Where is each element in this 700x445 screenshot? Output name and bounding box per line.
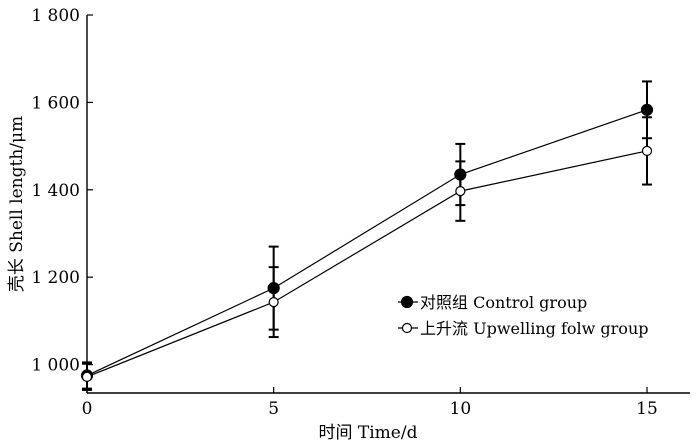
data-point bbox=[268, 297, 279, 308]
series-line bbox=[86, 109, 648, 377]
y-tick-label: 1 600 bbox=[31, 93, 80, 113]
series-1 bbox=[80, 80, 654, 390]
legend-marker bbox=[400, 295, 414, 309]
axes bbox=[86, 15, 690, 394]
legend-label: 上升流 Upwelling folw group bbox=[420, 319, 649, 338]
x-tick-label: 10 bbox=[450, 399, 472, 419]
data-point bbox=[641, 145, 653, 157]
y-tick-label: 1 800 bbox=[31, 6, 80, 26]
y-tick-label: 1 200 bbox=[31, 268, 80, 288]
x-tick-label: 5 bbox=[268, 399, 279, 419]
x-tick-label: 0 bbox=[82, 399, 93, 419]
data-point bbox=[640, 103, 654, 116]
y-ticks: 1 000 1 200 1 400 1 600 1 800 bbox=[31, 6, 93, 376]
series-line bbox=[86, 150, 648, 378]
x-tick-label: 15 bbox=[636, 399, 658, 419]
y-axis-title: 壳长 Shell length/μm bbox=[7, 116, 27, 292]
y-tick-label: 1 000 bbox=[31, 356, 80, 376]
legend-label: 对照组 Control group bbox=[420, 293, 587, 312]
legend-marker bbox=[401, 322, 413, 334]
y-tick-label: 1 400 bbox=[31, 181, 80, 201]
data-point bbox=[455, 186, 466, 197]
series-2 bbox=[81, 116, 653, 391]
x-axis-title: 时间 Time/d bbox=[319, 423, 418, 443]
legend: 对照组 Control group 上升流 Upwelling folw grou… bbox=[398, 293, 649, 338]
data-point bbox=[81, 371, 93, 382]
series-group bbox=[80, 80, 654, 391]
x-ticks: 0 5 10 15 bbox=[82, 387, 658, 419]
